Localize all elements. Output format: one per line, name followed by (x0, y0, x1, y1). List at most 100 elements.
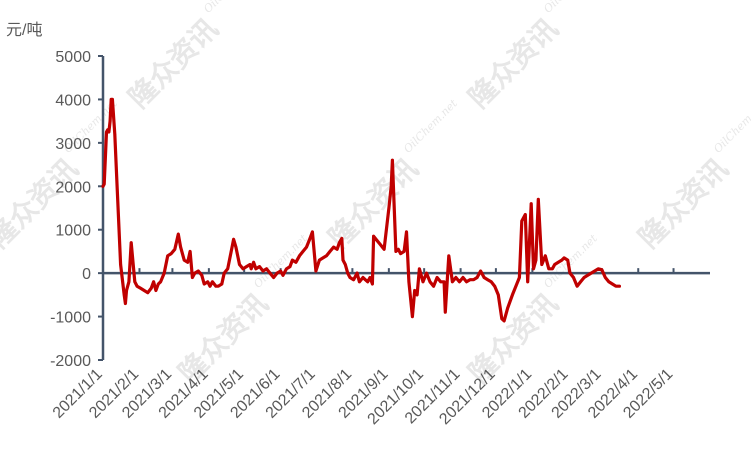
watermark: 隆众资讯OilChem.net (629, 96, 751, 254)
data-point (383, 248, 386, 251)
data-point (230, 250, 233, 253)
data-point (341, 237, 344, 240)
data-point (136, 285, 139, 288)
data-point (572, 276, 575, 279)
data-point (503, 320, 506, 323)
data-point (102, 185, 105, 188)
data-point (611, 283, 614, 286)
data-point (372, 235, 375, 238)
data-point (298, 255, 301, 258)
data-point (395, 250, 398, 253)
watermark: 隆众资讯OilChem.net (459, 231, 617, 389)
data-point (569, 272, 572, 275)
data-point (576, 285, 579, 288)
data-point (163, 272, 166, 275)
data-point (235, 246, 238, 249)
data-point (194, 272, 197, 275)
data-point (109, 120, 112, 123)
data-point (344, 263, 347, 266)
data-point (338, 241, 341, 244)
data-point (548, 268, 551, 271)
data-point (526, 281, 529, 284)
data-point (479, 270, 482, 273)
data-point (583, 276, 586, 279)
data-point (362, 276, 365, 279)
data-point (530, 202, 533, 205)
data-point (608, 281, 611, 284)
data-point (497, 294, 500, 297)
data-point (469, 278, 472, 281)
data-point (391, 159, 394, 162)
data-point (223, 272, 226, 275)
data-point (346, 272, 349, 275)
data-point (215, 285, 218, 288)
data-point (252, 261, 255, 264)
data-point (376, 239, 379, 242)
unit-label: 元/吨 (6, 16, 42, 40)
data-point (563, 257, 566, 260)
y-tick-label: 1000 (55, 223, 91, 240)
data-point (601, 268, 604, 271)
data-point (250, 268, 253, 271)
data-point (183, 259, 186, 262)
data-point (336, 248, 339, 251)
data-point (486, 278, 489, 281)
data-point (155, 289, 158, 292)
data-point (139, 287, 142, 290)
data-point (282, 274, 285, 277)
data-point (371, 283, 374, 286)
data-point (566, 259, 569, 262)
data-point (269, 272, 272, 275)
data-point (597, 268, 600, 271)
y-tick-label: 0 (82, 266, 91, 283)
watermark: 隆众资讯OilChem.net (169, 231, 327, 389)
data-point (179, 246, 182, 249)
data-point (217, 285, 220, 288)
data-point (255, 268, 258, 271)
data-point (152, 281, 155, 284)
data-point (295, 261, 298, 264)
watermark-brand-cn: 隆众资讯 (632, 152, 735, 255)
data-point (106, 129, 109, 132)
data-point (342, 259, 345, 262)
data-point (309, 237, 312, 240)
data-point (429, 281, 432, 284)
data-point (358, 281, 361, 284)
data-point (221, 283, 224, 286)
data-point (446, 272, 449, 275)
data-point (245, 265, 248, 268)
watermark-brand-en: OilChem.net (251, 231, 310, 290)
y-tick-label: 4000 (55, 92, 91, 109)
data-point (521, 220, 524, 223)
data-point (111, 98, 114, 101)
data-point (506, 307, 509, 310)
watermark-brand-cn: 隆众资讯 (462, 12, 565, 115)
data-point (123, 294, 126, 297)
data-point (143, 289, 146, 292)
data-point (451, 281, 454, 284)
data-point (418, 268, 421, 271)
data-point (276, 272, 279, 275)
data-point (390, 185, 393, 188)
data-point (332, 246, 335, 249)
data-point (174, 248, 177, 251)
data-point (557, 261, 560, 264)
data-point (124, 302, 127, 305)
data-point (186, 261, 189, 264)
data-point (544, 255, 547, 258)
data-point (579, 281, 582, 284)
data-point (191, 276, 194, 279)
data-point (103, 183, 106, 186)
data-point (352, 278, 355, 281)
data-point (472, 278, 475, 281)
data-point (511, 294, 514, 297)
data-point (305, 246, 308, 249)
data-point (285, 268, 288, 271)
data-point (134, 281, 137, 284)
data-point (561, 259, 564, 262)
data-point (455, 276, 458, 279)
watermark-brand-en: OilChem.net (401, 96, 460, 155)
data-point (130, 241, 133, 244)
data-point (189, 250, 192, 253)
